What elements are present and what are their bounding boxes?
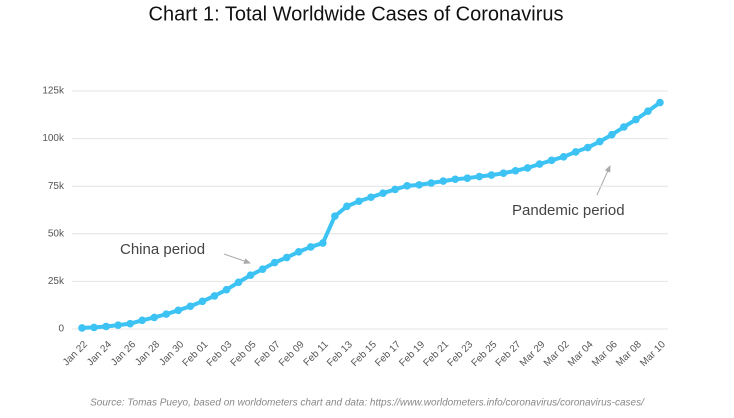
x-tick-label: Mar 06 — [590, 339, 620, 369]
point — [595, 137, 604, 146]
x-tick-label: Jan 28 — [133, 339, 162, 368]
point — [198, 297, 207, 306]
x-tick-label: Feb 27 — [494, 339, 524, 369]
point — [403, 182, 411, 190]
y-tick-label: 25k — [48, 276, 65, 287]
annotation-arrow — [223, 253, 251, 264]
point — [282, 253, 291, 262]
point — [427, 179, 436, 187]
point — [343, 202, 351, 211]
point — [114, 321, 122, 329]
x-tick-label: Jan 24 — [85, 339, 114, 368]
y-tick-label: 125k — [42, 86, 65, 97]
point — [78, 324, 86, 332]
point — [463, 174, 472, 182]
source-note: Source: Tomas Pueyo, based on worldomete… — [90, 398, 645, 409]
x-tick-label: Jan 22 — [61, 339, 90, 368]
x-tick-label: Feb 19 — [397, 339, 427, 369]
point — [355, 197, 363, 206]
point — [246, 271, 255, 279]
point — [559, 152, 568, 161]
point — [608, 130, 616, 139]
point — [644, 107, 652, 116]
y-tick-label: 75k — [48, 181, 65, 192]
point — [234, 278, 243, 287]
x-tick-label: Mar 02 — [542, 339, 572, 369]
point — [150, 313, 159, 322]
point — [319, 239, 327, 247]
point — [451, 175, 460, 184]
point — [138, 316, 147, 325]
point — [379, 189, 387, 197]
x-tick-label: Feb 07 — [253, 339, 283, 369]
point — [511, 166, 520, 175]
x-tick-label: Feb 05 — [229, 339, 259, 369]
point — [294, 247, 303, 256]
point — [499, 169, 508, 178]
point — [583, 143, 592, 152]
x-tick-label: Feb 23 — [446, 339, 476, 369]
x-tick-label: Mar 08 — [614, 339, 644, 369]
x-tick-label: Mar 10 — [638, 339, 668, 369]
x-tick-label: Feb 01 — [181, 339, 211, 369]
point — [439, 177, 448, 185]
x-tick-label: Feb 03 — [205, 339, 235, 369]
point — [475, 172, 484, 181]
point — [102, 322, 110, 331]
point — [632, 115, 640, 124]
point — [186, 302, 195, 311]
x-tick-label: Feb 25 — [470, 339, 500, 369]
point — [306, 243, 315, 251]
point — [415, 181, 423, 189]
x-tick-label: Mar 29 — [518, 339, 548, 369]
point — [270, 258, 279, 267]
point — [162, 310, 171, 318]
point — [174, 306, 183, 315]
point — [571, 148, 580, 156]
x-tick-label: Feb 15 — [349, 339, 379, 369]
point — [258, 265, 267, 273]
y-tick-label: 50k — [48, 228, 65, 239]
point — [547, 156, 556, 165]
point — [656, 98, 664, 107]
y-tick-label: 0 — [58, 324, 64, 335]
point — [126, 319, 134, 328]
point — [367, 193, 375, 202]
point — [535, 160, 544, 168]
point — [487, 171, 496, 179]
chart-title: Chart 1: Total Worldwide Cases of Corona… — [149, 3, 564, 25]
point — [331, 212, 339, 220]
point — [523, 164, 532, 172]
x-tick-label: Feb 09 — [277, 339, 307, 369]
y-tick-label: 100k — [42, 133, 65, 144]
x-tick-label: Mar 04 — [566, 339, 596, 369]
point — [210, 292, 219, 300]
x-tick-label: Feb 13 — [325, 339, 355, 369]
point — [222, 285, 231, 294]
annotation: Pandemic period — [512, 202, 625, 219]
x-tick-label: Jan 26 — [109, 339, 138, 368]
x-tick-label: Feb 17 — [373, 339, 403, 369]
x-tick-label: Feb 21 — [421, 339, 451, 369]
point — [620, 123, 628, 131]
point — [391, 185, 399, 194]
point — [90, 323, 98, 332]
annotation-arrow — [596, 165, 611, 196]
annotation: China period — [120, 241, 205, 258]
